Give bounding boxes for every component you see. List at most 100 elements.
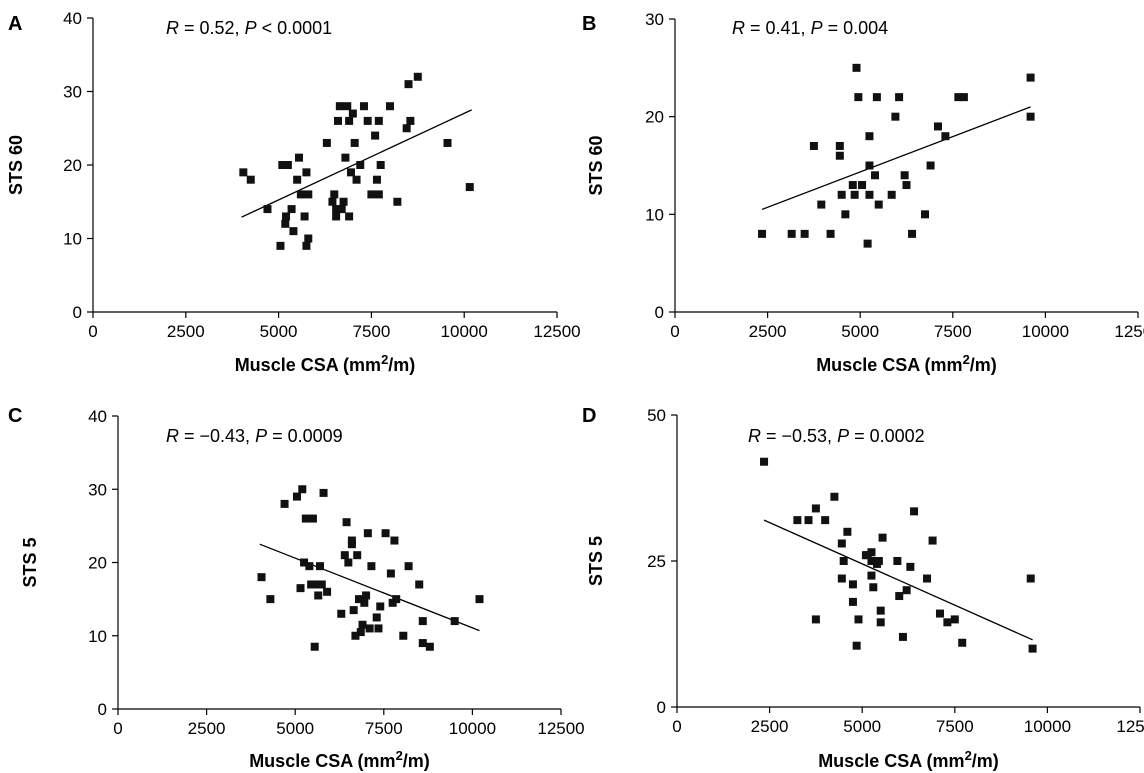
- data-point: [415, 580, 424, 589]
- data-point: [350, 138, 359, 147]
- data-point: [950, 615, 959, 624]
- data-point: [302, 241, 311, 250]
- x-tick-label: 2500: [167, 322, 205, 341]
- data-point: [850, 190, 859, 199]
- data-point: [852, 63, 861, 72]
- data-point: [865, 132, 874, 141]
- data-point: [874, 200, 883, 209]
- y-tick-label: 10: [63, 230, 82, 249]
- data-point: [278, 161, 287, 169]
- data-point: [305, 562, 314, 571]
- data-point: [385, 102, 394, 111]
- data-point: [356, 628, 365, 637]
- annotation-p-text: < 0.0001: [257, 18, 333, 38]
- data-point: [341, 153, 350, 162]
- x-tick-label: 7500: [352, 322, 390, 341]
- data-point: [376, 602, 385, 611]
- data-point: [360, 598, 369, 607]
- y-tick-label: 30: [63, 83, 82, 102]
- data-point: [276, 241, 285, 250]
- data-point: [830, 492, 839, 501]
- data-point: [843, 527, 852, 536]
- x-axis-label-unit: /m): [403, 751, 430, 771]
- data-point: [340, 551, 349, 560]
- data-point: [837, 539, 846, 548]
- data-point: [959, 93, 968, 102]
- data-point: [821, 516, 830, 525]
- data-point: [316, 562, 325, 571]
- data-point: [298, 485, 307, 494]
- data-point: [406, 116, 415, 125]
- data-point: [342, 518, 351, 527]
- data-point: [301, 514, 310, 523]
- data-point: [302, 168, 311, 177]
- data-point: [289, 227, 298, 236]
- data-point: [337, 205, 346, 214]
- x-axis-label: Muscle CSA (mm2/m): [249, 748, 430, 771]
- data-point: [372, 175, 381, 184]
- data-point: [841, 210, 850, 219]
- x-axis-label-superscript: 2: [381, 352, 388, 367]
- chart-panel-a: 0 10 20 30 40 0 2500 5000 7500 10000 12500 A R = 0.5…: [6, 9, 581, 375]
- x-axis-label-unit: /m): [972, 751, 999, 771]
- data-point: [837, 190, 846, 199]
- data-point: [898, 632, 907, 641]
- data-point: [293, 175, 302, 184]
- data-point: [359, 102, 368, 111]
- data-point: [443, 138, 452, 147]
- x-tick-label: 0: [670, 322, 679, 341]
- data-point: [891, 112, 900, 121]
- data-point: [876, 606, 885, 615]
- regression-line: [761, 106, 1031, 211]
- data-point: [307, 580, 316, 589]
- data-point: [793, 516, 802, 525]
- data-point: [910, 507, 919, 516]
- data-point: [943, 618, 952, 627]
- data-point: [804, 516, 813, 525]
- y-axis-label: STS 60: [6, 135, 26, 195]
- x-axis-label: Muscle CSA (mm2/m): [818, 748, 999, 771]
- data-point: [811, 615, 820, 624]
- data-point: [404, 562, 413, 571]
- y-tick-label: 20: [645, 108, 664, 127]
- data-point: [312, 580, 321, 589]
- annotation-r-label: R: [748, 426, 761, 446]
- data-point: [354, 595, 363, 604]
- stats-annotation: R = 0.52, P < 0.0001: [166, 18, 332, 38]
- annotation-p-label: P: [837, 426, 849, 446]
- data-point: [809, 141, 818, 150]
- data-point: [280, 499, 289, 508]
- data-point: [283, 161, 292, 169]
- data-point: [345, 116, 354, 125]
- y-tick-label: 0: [657, 698, 666, 717]
- x-axis-label-text: Muscle CSA (mm: [235, 355, 381, 375]
- x-axis-label: Muscle CSA (mm2/m): [235, 352, 416, 375]
- data-point: [402, 124, 411, 133]
- data-point: [865, 190, 874, 199]
- y-tick-label: 40: [63, 9, 82, 28]
- panel-label: C: [8, 405, 22, 427]
- data-point: [1026, 73, 1035, 82]
- data-point: [1026, 574, 1035, 583]
- x-axis-label-unit: /m): [970, 355, 997, 375]
- x-tick-label: 10000: [1024, 717, 1071, 736]
- data-point: [314, 591, 323, 600]
- data-point: [295, 153, 304, 162]
- data-point: [356, 161, 365, 169]
- data-point: [281, 219, 290, 228]
- data-point: [335, 102, 344, 111]
- data-point: [246, 175, 255, 184]
- x-tick-label: 10000: [1022, 322, 1069, 341]
- y-tick-label: 30: [88, 480, 107, 499]
- data-point: [867, 557, 876, 565]
- stats-annotation: R = 0.41, P = 0.004: [732, 18, 888, 38]
- data-point: [935, 609, 944, 618]
- y-tick-label: 30: [645, 10, 664, 29]
- x-tick-label: 2500: [188, 719, 226, 738]
- data-point: [367, 562, 376, 571]
- data-point: [308, 514, 317, 523]
- x-tick-label: 12500: [537, 719, 584, 738]
- data-point: [817, 200, 826, 209]
- y-axis-label: STS 5: [20, 537, 40, 587]
